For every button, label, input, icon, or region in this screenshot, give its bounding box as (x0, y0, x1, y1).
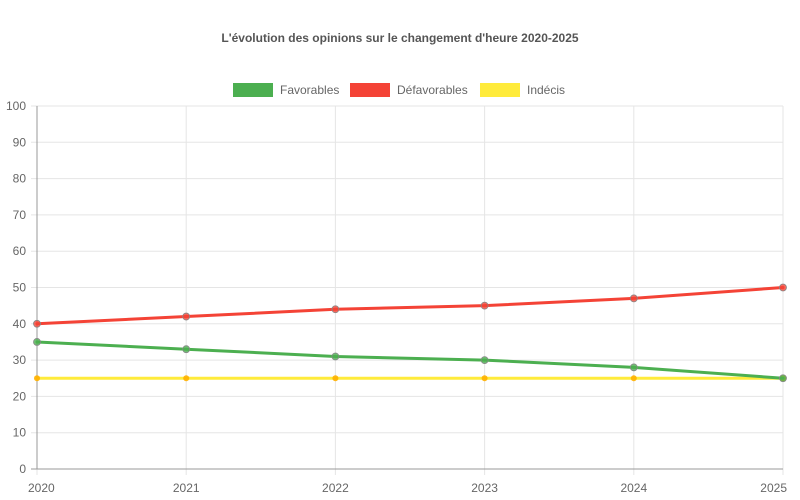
axes (31, 106, 783, 470)
data-point (629, 363, 638, 372)
data-point (33, 319, 41, 328)
legend-swatch (350, 83, 390, 97)
data-point (331, 305, 340, 314)
y-tick-label: 100 (6, 99, 26, 113)
data-point (779, 283, 787, 292)
y-tick-label: 90 (13, 135, 27, 149)
legend-swatch (233, 83, 273, 97)
data-point (779, 374, 787, 383)
x-tick-label: 2024 (620, 481, 647, 495)
y-tick-label: 60 (13, 244, 27, 258)
data-point (332, 375, 339, 382)
x-tick-label: 2023 (471, 481, 498, 495)
data-point (34, 375, 40, 382)
chart-title: L'évolution des opinions sur le changeme… (221, 31, 578, 45)
data-point (182, 312, 191, 321)
x-tick-label: 2022 (322, 481, 349, 495)
legend-swatch (480, 83, 520, 97)
data-point (480, 356, 489, 365)
series-lines (33, 283, 787, 383)
data-point (183, 375, 190, 382)
y-axis-ticks: 0 10 20 30 40 50 60 70 80 90 100 (6, 99, 26, 476)
y-tick-label: 30 (13, 353, 27, 367)
data-point (630, 375, 637, 382)
data-point (33, 338, 41, 346)
data-point (629, 294, 638, 303)
series-line-0 (35, 340, 785, 380)
legend-label: Indécis (527, 83, 565, 97)
legend: Favorables Défavorables Indécis (233, 83, 565, 97)
data-point (481, 375, 488, 382)
y-tick-label: 80 (13, 172, 27, 186)
y-tick-label: 10 (13, 426, 27, 440)
data-point (182, 345, 191, 354)
data-point (331, 352, 340, 361)
grid-lines (31, 105, 784, 475)
x-axis-ticks: 2020 2021 2022 2023 2024 2025 (28, 481, 787, 495)
x-tick-label: 2025 (760, 481, 787, 495)
y-tick-label: 20 (13, 389, 27, 403)
x-tick-label: 2021 (173, 481, 200, 495)
legend-label: Favorables (280, 83, 339, 97)
y-tick-label: 70 (13, 208, 27, 222)
x-tick-label: 2020 (28, 481, 55, 495)
y-tick-label: 50 (13, 281, 27, 295)
series-line-1 (35, 286, 785, 326)
y-tick-label: 40 (13, 317, 27, 331)
legend-label: Défavorables (397, 83, 468, 97)
y-tick-label: 0 (19, 462, 26, 476)
data-point (480, 301, 489, 310)
